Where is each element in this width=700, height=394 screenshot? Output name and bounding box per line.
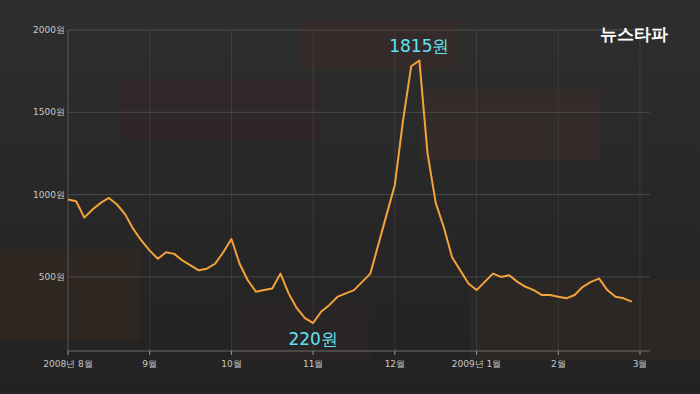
grid-line-x <box>558 30 559 351</box>
x-tick-label: 11월 <box>303 359 323 369</box>
background-board <box>470 280 700 360</box>
grid-line <box>68 276 650 277</box>
annotation: 1815원 <box>389 36 449 56</box>
logo: 뉴스타파 <box>600 24 668 44</box>
y-tick-label: 2000원 <box>33 25 65 35</box>
y-tick-label: 500원 <box>39 272 65 282</box>
chart: 500원 1000원 1500원 2000원 2008년 8월 9월 10월 11월 12월 20… <box>0 0 700 394</box>
background-board <box>420 90 600 160</box>
y-axis-line <box>68 30 69 351</box>
x-tick-label: 3월 <box>633 359 648 369</box>
grid-line-x <box>640 30 641 351</box>
x-tick-label: 2월 <box>551 359 566 369</box>
grid-line <box>68 112 650 113</box>
grid-line-x <box>394 30 395 351</box>
x-tick <box>68 351 69 355</box>
x-tick-label: 9월 <box>142 359 157 369</box>
x-tick-label: 2008년 8월 <box>43 359 93 369</box>
grid-line <box>68 30 650 31</box>
x-tick <box>476 351 477 355</box>
x-tick <box>394 351 395 355</box>
x-tick <box>313 351 314 355</box>
x-tick-label: 2009년 1월 <box>452 359 502 369</box>
x-tick <box>640 351 641 355</box>
grid-line-x <box>476 30 477 351</box>
y-tick-label: 1500원 <box>33 107 65 117</box>
x-tick <box>558 351 559 355</box>
y-tick-label: 1000원 <box>33 190 65 200</box>
price-line <box>68 60 632 323</box>
grid-line-x <box>149 30 150 351</box>
x-tick <box>231 351 232 355</box>
background-board <box>0 250 140 340</box>
x-axis-line <box>68 351 650 352</box>
x-tick <box>149 351 150 355</box>
background <box>0 0 700 394</box>
grid-line-x <box>313 30 314 351</box>
grid-line-x <box>231 30 232 351</box>
grid-line-x <box>68 30 69 351</box>
annotation: 220원 <box>288 329 337 349</box>
background-board <box>300 20 460 70</box>
plot-area <box>68 60 632 323</box>
x-tick-label: 12월 <box>385 359 405 369</box>
x-tick-label: 10월 <box>221 359 241 369</box>
grid-line <box>68 194 650 195</box>
